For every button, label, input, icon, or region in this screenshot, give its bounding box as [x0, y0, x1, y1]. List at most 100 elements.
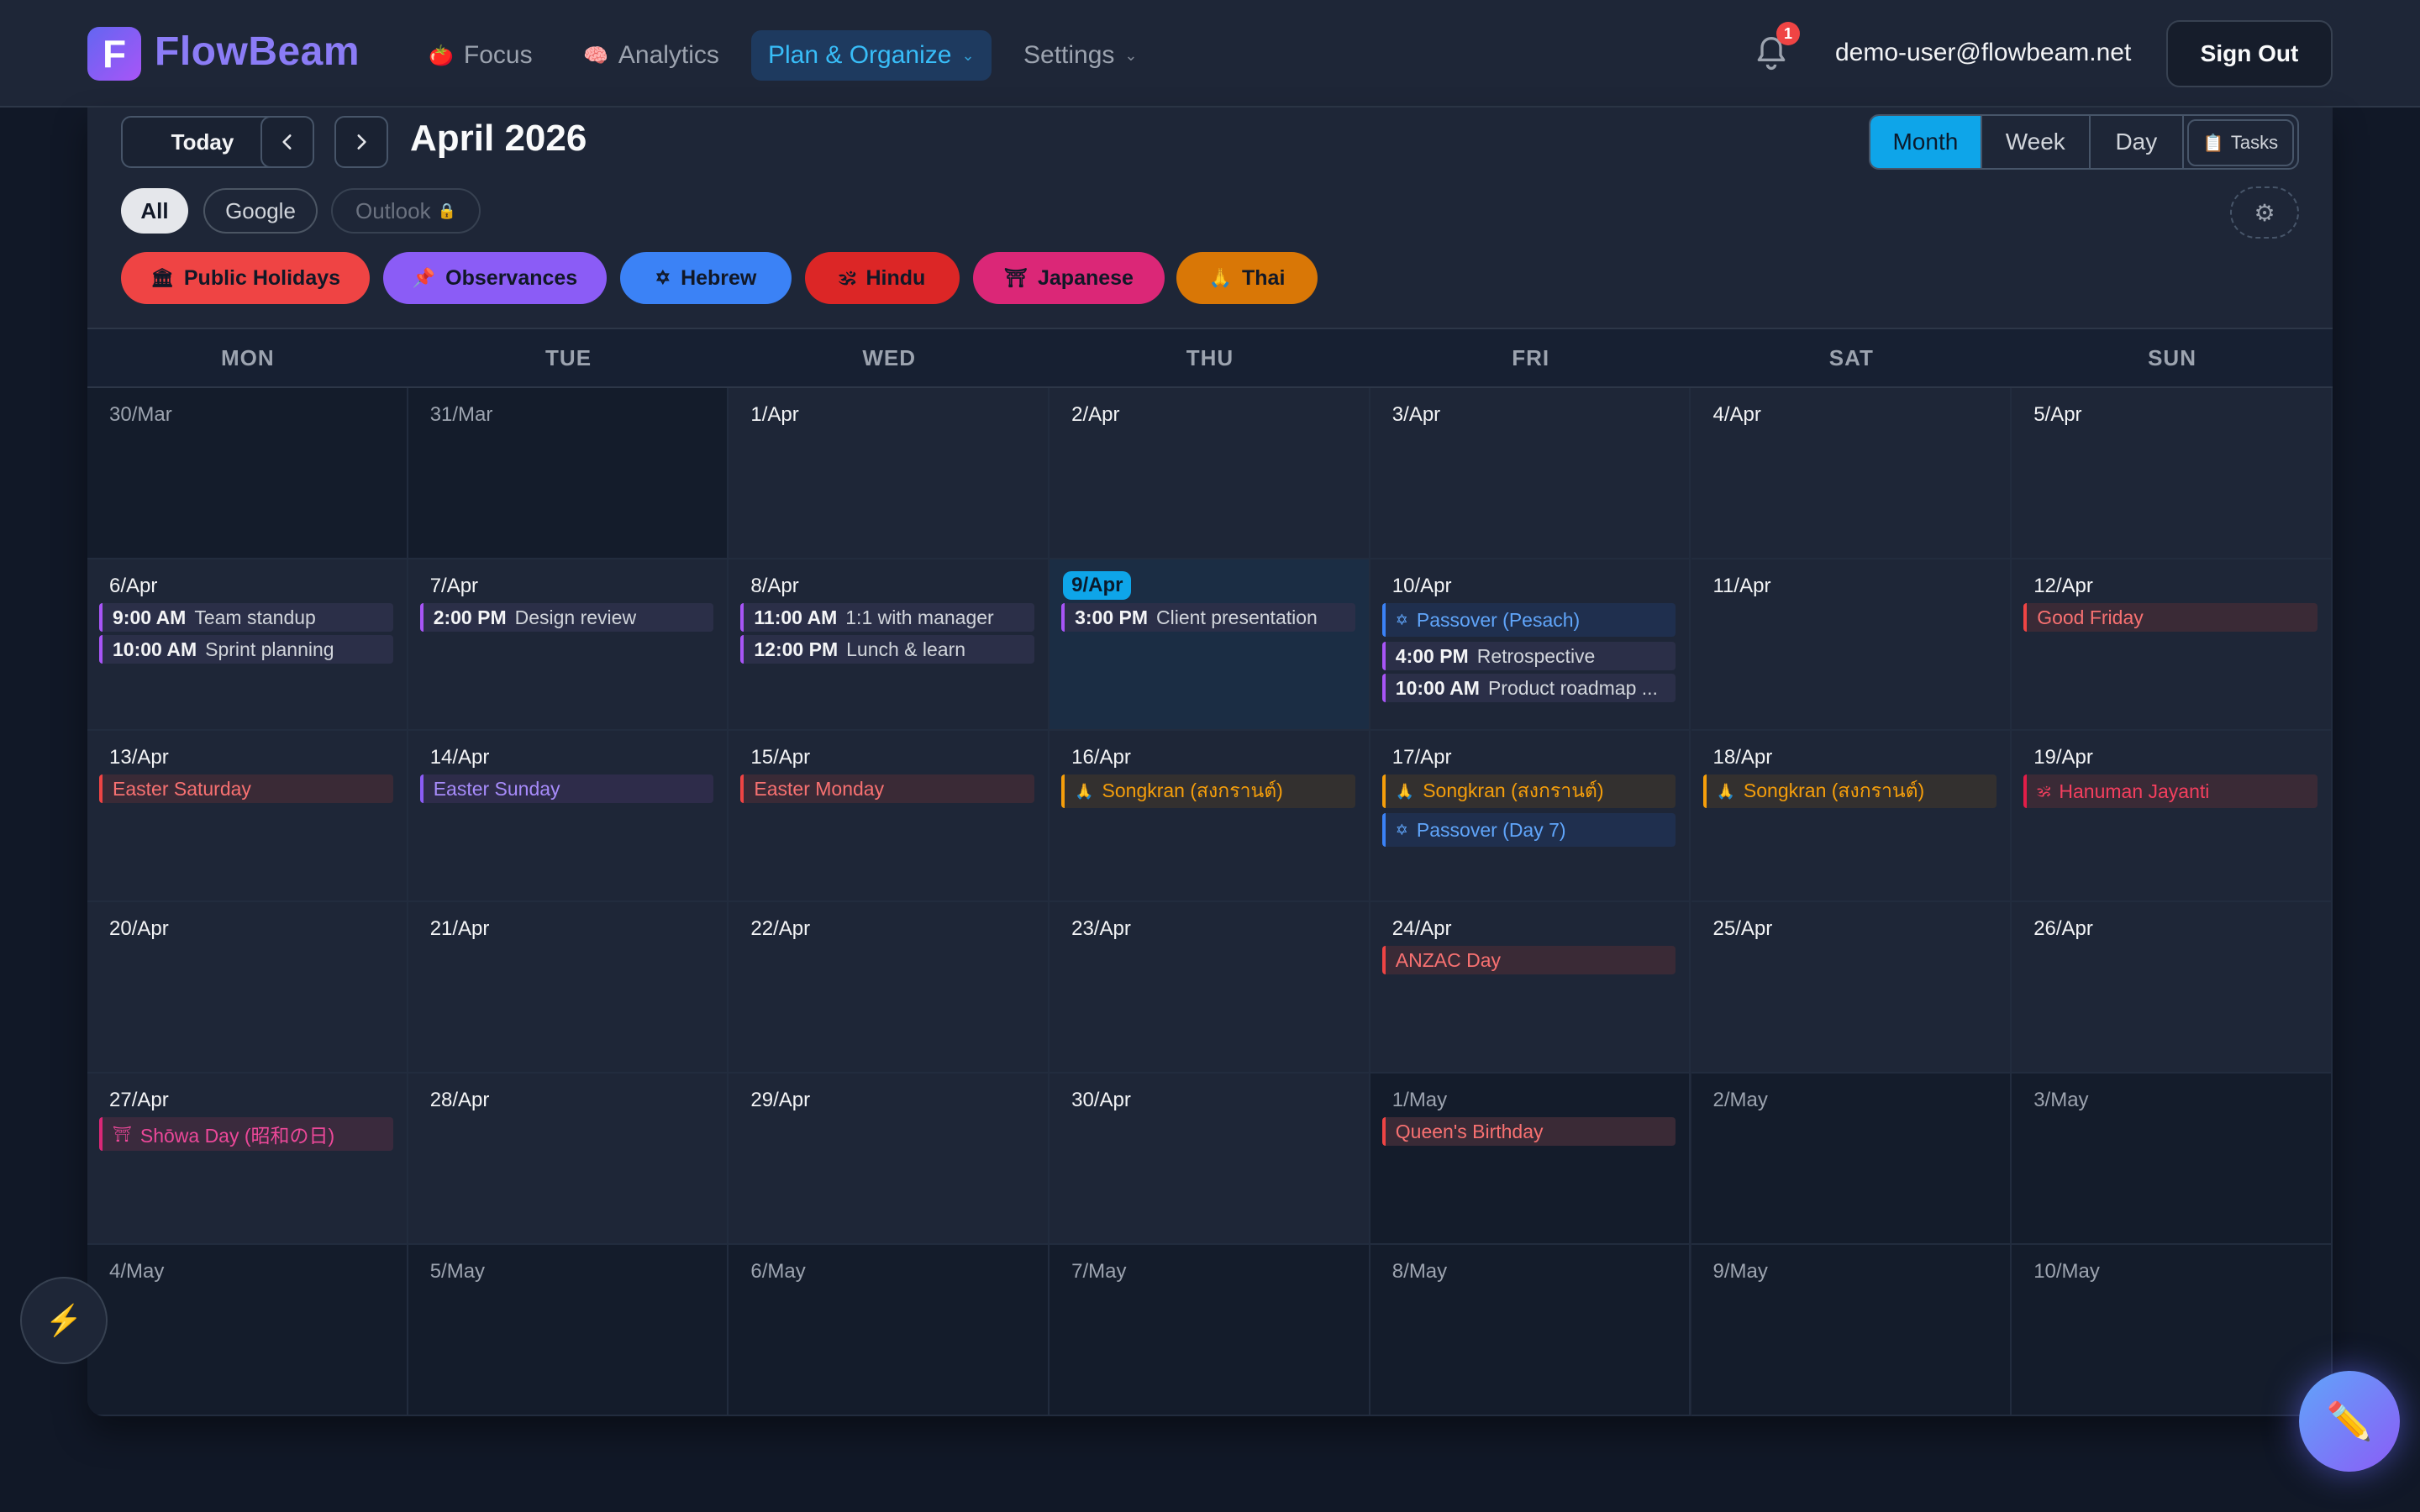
calendar-day-cell[interactable]: 8/Apr 11:00 AM 1:1 with manager 12:00 PM Lun…: [729, 559, 1050, 731]
calendar-day-cell[interactable]: 5/May: [408, 1245, 729, 1416]
calendar-day-cell[interactable]: 21/Apr: [408, 902, 729, 1074]
calendar-day-cell[interactable]: 26/Apr: [2012, 902, 2333, 1074]
calendar-day-cell[interactable]: 10/Apr ✡ Passover (Pesach) 4:00 PM Retrospec…: [1370, 559, 1691, 731]
calendar-event[interactable]: 2:00 PM Design review: [419, 603, 714, 632]
calendar-day-cell[interactable]: 1/Apr: [729, 388, 1050, 559]
holiday-event[interactable]: 🙏 Songkran (สงกรานต์): [1702, 774, 1997, 808]
calendar-event[interactable]: 11:00 AM 1:1 with manager: [740, 603, 1035, 632]
tasks-button[interactable]: 📋 Tasks: [2187, 119, 2294, 166]
app-logo-icon[interactable]: F: [87, 27, 141, 81]
calendar-event[interactable]: 9:00 AM Team standup: [99, 603, 393, 632]
holiday-event[interactable]: Easter Sunday: [419, 774, 714, 803]
category-chip[interactable]: 🕉 Hindu: [805, 252, 960, 304]
category-chip[interactable]: ✡ Hebrew: [620, 252, 792, 304]
calendar-event[interactable]: 10:00 AM Sprint planning: [99, 635, 393, 664]
holiday-event[interactable]: ✡ Passover (Day 7): [1381, 813, 1676, 847]
event-time: 11:00 AM: [754, 606, 838, 628]
quick-actions-lightning-icon[interactable]: ⚡: [20, 1277, 108, 1364]
calendar-event[interactable]: 3:00 PM Client presentation: [1061, 603, 1355, 632]
category-chip[interactable]: ⛩ Japanese: [973, 252, 1165, 304]
calendar-day-cell[interactable]: 30/Apr: [1050, 1074, 1370, 1245]
holiday-event[interactable]: 🙏 Songkran (สงกรานต์): [1381, 774, 1676, 808]
calendar-day-cell[interactable]: 22/Apr: [729, 902, 1050, 1074]
compose-pencil-icon[interactable]: ✏️: [2299, 1371, 2400, 1472]
calendar-day-cell[interactable]: 9/Apr 3:00 PM Client presentation: [1050, 559, 1370, 731]
calendar-day-cell[interactable]: 8/May: [1370, 1245, 1691, 1416]
holiday-event[interactable]: ⛩ Shōwa Day (昭和の日): [99, 1117, 393, 1151]
next-month-button[interactable]: [334, 116, 388, 168]
notification-bell-icon[interactable]: [1753, 34, 1790, 74]
calendar-day-cell[interactable]: 4/May: [87, 1245, 408, 1416]
date-label: 6/Apr: [109, 575, 158, 597]
calendar-day-cell[interactable]: 2/May: [1691, 1074, 2012, 1245]
calendar-day-cell[interactable]: 10/May: [2012, 1245, 2333, 1416]
calendar-day-cell[interactable]: 4/Apr: [1691, 388, 2012, 559]
calendar-day-cell[interactable]: 13/Apr Easter Saturday: [87, 731, 408, 902]
holiday-event[interactable]: 🕉 Hanuman Jayanti: [2023, 774, 2317, 808]
filter-outlook-button[interactable]: Outlook 🔒: [331, 188, 481, 234]
calendar-day-cell[interactable]: 2/Apr: [1050, 388, 1370, 559]
calendar-day-cell[interactable]: 18/Apr 🙏 Songkran (สงกรานต์): [1691, 731, 2012, 902]
calendar-day-cell[interactable]: 3/May: [2012, 1074, 2333, 1245]
calendar-day-cell[interactable]: 11/Apr: [1691, 559, 2012, 731]
month-view-button[interactable]: Month: [1870, 116, 1982, 168]
brand-name[interactable]: FlowBeam: [155, 29, 360, 74]
holiday-event[interactable]: Good Friday: [2023, 603, 2317, 632]
previous-month-button[interactable]: [260, 116, 314, 168]
holiday-event[interactable]: Easter Saturday: [99, 774, 393, 803]
calendar-day-cell[interactable]: 29/Apr: [729, 1074, 1050, 1245]
calendar-day-cell[interactable]: 7/May: [1050, 1245, 1370, 1416]
calendar-day-cell[interactable]: 12/Apr Good Friday: [2012, 559, 2333, 731]
calendar-day-cell[interactable]: 28/Apr: [408, 1074, 729, 1245]
calendar-day-cell[interactable]: 5/Apr: [2012, 388, 2333, 559]
holiday-event[interactable]: Easter Monday: [740, 774, 1035, 803]
calendar-event[interactable]: 12:00 PM Lunch & learn: [740, 635, 1035, 664]
week-view-button[interactable]: Week: [1982, 116, 2091, 168]
calendar-day-cell[interactable]: 9/May: [1691, 1245, 2012, 1416]
calendar-day-cell[interactable]: 16/Apr 🙏 Songkran (สงกรานต์): [1050, 731, 1370, 902]
weekday-header: MON: [221, 344, 275, 370]
holiday-event[interactable]: ANZAC Day: [1381, 946, 1676, 974]
calendar-event[interactable]: 4:00 PM Retrospective: [1381, 642, 1676, 670]
holiday-event[interactable]: Queen's Birthday: [1381, 1117, 1676, 1146]
calendar-day-cell[interactable]: 14/Apr Easter Sunday: [408, 731, 729, 902]
today-button[interactable]: Today: [121, 116, 284, 168]
category-chip[interactable]: 📌 Observances: [383, 252, 607, 304]
filter-all-button[interactable]: All: [121, 188, 188, 234]
category-chip[interactable]: 🙏 Thai: [1176, 252, 1318, 304]
day-view-button[interactable]: Day: [2091, 116, 2185, 168]
category-chip[interactable]: 🏛 Public Holidays: [121, 252, 370, 304]
calendar-event[interactable]: 10:00 AM Product roadmap ...: [1381, 674, 1676, 702]
calendar-day-cell[interactable]: 20/Apr: [87, 902, 408, 1074]
event-title: Client presentation: [1156, 606, 1318, 628]
calendar-settings-gear-icon[interactable]: ⚙: [2230, 186, 2299, 239]
calendar-day-cell[interactable]: 3/Apr: [1370, 388, 1691, 559]
date-label: 21/Apr: [429, 917, 490, 940]
calendar-day-cell[interactable]: 30/Mar: [87, 388, 408, 559]
filter-google-button[interactable]: Google: [203, 188, 318, 234]
sign-out-button[interactable]: Sign Out: [2166, 20, 2333, 87]
event-time: 10:00 AM: [1395, 676, 1480, 699]
calendar-day-cell[interactable]: 19/Apr 🕉 Hanuman Jayanti: [2012, 731, 2333, 902]
calendar-day-cell[interactable]: 31/Mar: [408, 388, 729, 559]
nav-settings[interactable]: Settings ⌄: [1007, 30, 1155, 81]
date-label: 1/Apr: [750, 403, 799, 426]
event-title: Design review: [514, 606, 637, 628]
nav-plan-organize[interactable]: Plan & Organize ⌄: [751, 30, 992, 81]
calendar-day-cell[interactable]: 24/Apr ANZAC Day: [1370, 902, 1691, 1074]
holiday-event[interactable]: ✡ Passover (Pesach): [1381, 603, 1676, 637]
holiday-event[interactable]: 🙏 Songkran (สงกรานต์): [1061, 774, 1355, 808]
calendar-day-cell[interactable]: 6/Apr 9:00 AM Team standup 10:00 AM Sprint p…: [87, 559, 408, 731]
event-time: 2:00 PM: [433, 606, 507, 628]
calendar-day-cell[interactable]: 23/Apr: [1050, 902, 1370, 1074]
calendar-day-cell[interactable]: 1/May Queen's Birthday: [1370, 1074, 1691, 1245]
calendar-day-cell[interactable]: 15/Apr Easter Monday: [729, 731, 1050, 902]
calendar-day-cell[interactable]: 7/Apr 2:00 PM Design review: [408, 559, 729, 731]
nav-focus[interactable]: 🍅 Focus: [412, 30, 550, 81]
nav-analytics[interactable]: 🧠 Analytics: [566, 30, 736, 81]
calendar-day-cell[interactable]: 27/Apr ⛩ Shōwa Day (昭和の日): [87, 1074, 408, 1245]
calendar-day-cell[interactable]: 25/Apr: [1691, 902, 2012, 1074]
date-label: 4/May: [109, 1260, 165, 1283]
calendar-day-cell[interactable]: 17/Apr 🙏 Songkran (สงกรานต์) ✡ Passover (Day…: [1370, 731, 1691, 902]
calendar-day-cell[interactable]: 6/May: [729, 1245, 1050, 1416]
